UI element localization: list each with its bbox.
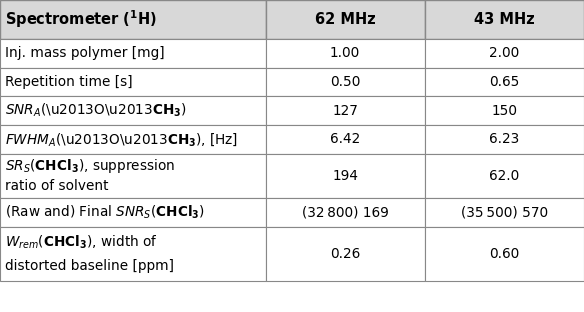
Text: 150: 150 bbox=[491, 104, 517, 118]
Text: 2.00: 2.00 bbox=[489, 46, 519, 60]
Text: 62 MHz: 62 MHz bbox=[315, 12, 376, 27]
Bar bbox=[0, 68, 266, 96]
Bar bbox=[266, 96, 425, 125]
Text: (Raw and) Final $\it{SNR}_{\it{S}}$($\mathbf{CHCl_3}$): (Raw and) Final $\it{SNR}_{\it{S}}$($\ma… bbox=[5, 204, 205, 221]
Bar bbox=[425, 198, 584, 227]
Bar bbox=[0, 198, 266, 227]
Bar bbox=[425, 96, 584, 125]
Bar bbox=[266, 154, 425, 198]
Text: 194: 194 bbox=[332, 169, 358, 183]
Bar bbox=[425, 0, 584, 39]
Bar bbox=[0, 154, 266, 198]
Text: 62.0: 62.0 bbox=[489, 169, 519, 183]
Bar bbox=[425, 39, 584, 68]
Bar bbox=[0, 39, 266, 68]
Text: 43 MHz: 43 MHz bbox=[474, 12, 535, 27]
Bar bbox=[0, 227, 266, 281]
Bar bbox=[425, 125, 584, 154]
Bar bbox=[266, 227, 425, 281]
Text: 6.23: 6.23 bbox=[489, 133, 519, 146]
Text: Repetition time [s]: Repetition time [s] bbox=[5, 75, 133, 89]
Bar bbox=[266, 0, 425, 39]
Text: Inj. mass polymer [mg]: Inj. mass polymer [mg] bbox=[5, 46, 164, 60]
Bar bbox=[0, 125, 266, 154]
Text: 0.60: 0.60 bbox=[489, 247, 519, 261]
Text: distorted baseline [ppm]: distorted baseline [ppm] bbox=[5, 259, 173, 273]
Text: (35 500) 570: (35 500) 570 bbox=[461, 206, 548, 219]
Text: $\it{SNR}_{\it{A}}$(\u2013O\u2013$\mathbf{CH_3}$): $\it{SNR}_{\it{A}}$(\u2013O\u2013$\mathb… bbox=[5, 102, 186, 119]
Bar bbox=[425, 227, 584, 281]
Text: 0.50: 0.50 bbox=[330, 75, 360, 89]
Text: 0.65: 0.65 bbox=[489, 75, 520, 89]
Text: 0.26: 0.26 bbox=[330, 247, 360, 261]
Bar bbox=[0, 0, 266, 39]
Bar bbox=[266, 68, 425, 96]
Text: 127: 127 bbox=[332, 104, 358, 118]
Text: ratio of solvent: ratio of solvent bbox=[5, 179, 108, 193]
Bar bbox=[425, 154, 584, 198]
Text: $\it{FWHM}_{\it{A}}$(\u2013O\u2013$\mathbf{CH_3}$), [Hz]: $\it{FWHM}_{\it{A}}$(\u2013O\u2013$\math… bbox=[5, 131, 238, 148]
Text: $\it{W}_{\it{rem}}$($\mathbf{CHCl_3}$), width of: $\it{W}_{\it{rem}}$($\mathbf{CHCl_3}$), … bbox=[5, 233, 157, 251]
Text: (32 800) 169: (32 800) 169 bbox=[302, 206, 388, 219]
Text: 6.42: 6.42 bbox=[330, 133, 360, 146]
Bar bbox=[0, 96, 266, 125]
Text: $\it{SR}_{\it{S}}$($\mathbf{CHCl_3}$), suppression: $\it{SR}_{\it{S}}$($\mathbf{CHCl_3}$), s… bbox=[5, 157, 175, 175]
Bar bbox=[266, 39, 425, 68]
Bar bbox=[266, 125, 425, 154]
Bar bbox=[425, 68, 584, 96]
Bar bbox=[266, 198, 425, 227]
Text: 1.00: 1.00 bbox=[330, 46, 360, 60]
Text: $\mathbf{Spectrometer\ (^1H)}$: $\mathbf{Spectrometer\ (^1H)}$ bbox=[5, 9, 157, 30]
